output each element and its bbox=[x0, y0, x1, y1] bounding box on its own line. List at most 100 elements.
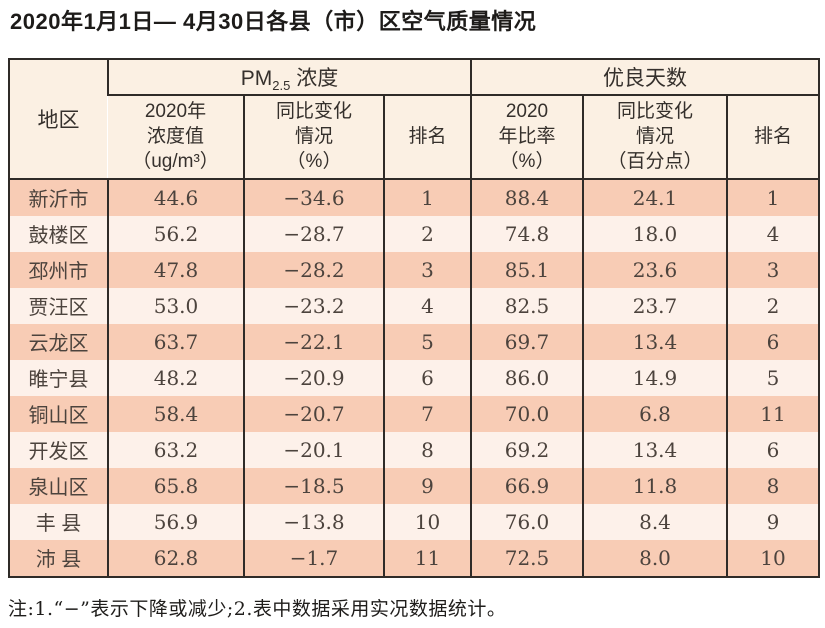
value-cell: 2 bbox=[383, 215, 471, 252]
col-header-gooddays-rank: 排名 bbox=[725, 94, 820, 180]
value-cell: 48.2 bbox=[107, 359, 244, 396]
col-header-pm25-value: 2020年 浓度值 （ug/m³） bbox=[108, 94, 244, 180]
value-cell: 63.7 bbox=[107, 323, 244, 360]
value-cell: 5 bbox=[725, 359, 820, 396]
air-quality-table: 地区 PM2.5 浓度 优良天数 2020年 浓度值 （ug/m³） 同比变化 … bbox=[8, 57, 821, 578]
region-cell: 鼓楼区 bbox=[28, 225, 89, 248]
value-cell: 3 bbox=[725, 251, 820, 288]
value-cell: 47.8 bbox=[107, 251, 244, 288]
table-row: 铜山区 58.4 −20.7 7 70.0 6.8 11 bbox=[9, 395, 820, 432]
table-row: 新沂市 44.6 −34.6 1 88.4 24.1 1 bbox=[9, 178, 820, 216]
value-cell: −28.7 bbox=[243, 215, 384, 252]
value-cell: 53.0 bbox=[107, 287, 244, 324]
value-cell: 5 bbox=[383, 323, 471, 360]
value-cell: 9 bbox=[383, 467, 471, 504]
value-cell: 6 bbox=[725, 431, 820, 468]
col-header-gooddays-ratio: 2020 年比率 （%） bbox=[470, 94, 583, 180]
value-cell: 9 bbox=[725, 503, 820, 540]
value-cell: 4 bbox=[383, 287, 471, 324]
value-cell: 74.8 bbox=[470, 215, 583, 252]
value-cell: 66.9 bbox=[470, 467, 583, 504]
value-cell: 14.9 bbox=[582, 359, 727, 396]
value-cell: 69.2 bbox=[470, 431, 583, 468]
value-cell: 44.6 bbox=[107, 178, 244, 216]
value-cell: −20.1 bbox=[243, 431, 384, 468]
value-cell: 58.4 bbox=[107, 395, 244, 432]
value-cell: 8 bbox=[383, 431, 471, 468]
region-cell: 邳州市 bbox=[28, 261, 89, 284]
region-cell: 沛 县 bbox=[35, 549, 82, 572]
value-cell: −20.7 bbox=[243, 395, 384, 432]
value-cell: 85.1 bbox=[470, 251, 583, 288]
page-title: 2020年1月1日— 4月30日各县（市）区空气质量情况 bbox=[10, 9, 537, 34]
value-cell: 6 bbox=[383, 359, 471, 396]
value-cell: 70.0 bbox=[470, 395, 583, 432]
page: 2020年1月1日— 4月30日各县（市）区空气质量情况 地区 PM2.5 浓度… bbox=[0, 8, 825, 621]
value-cell: −20.9 bbox=[243, 359, 384, 396]
table-body: 新沂市 44.6 −34.6 1 88.4 24.1 1 鼓楼区 56.2 −28.7 2 74.8 1… bbox=[9, 178, 820, 577]
table-row: 沛 县 62.8 −1.7 11 72.5 8.0 10 bbox=[9, 539, 820, 577]
value-cell: 4 bbox=[725, 215, 820, 252]
table-row: 泉山区 65.8 −18.5 9 66.9 11.8 8 bbox=[9, 467, 820, 504]
value-cell: 56.9 bbox=[107, 503, 244, 540]
value-cell: 10 bbox=[725, 539, 820, 577]
value-cell: 7 bbox=[383, 395, 471, 432]
value-cell: 56.2 bbox=[107, 215, 244, 252]
value-cell: 1 bbox=[725, 178, 820, 216]
table-row: 邳州市 47.8 −28.2 3 85.1 23.6 3 bbox=[9, 251, 820, 288]
value-cell: 3 bbox=[383, 251, 471, 288]
value-cell: 88.4 bbox=[470, 178, 583, 216]
value-cell: −1.7 bbox=[243, 539, 384, 577]
table-row: 贾汪区 53.0 −23.2 4 82.5 23.7 2 bbox=[9, 287, 820, 324]
value-cell: 11.8 bbox=[582, 467, 727, 504]
col-header-pm25-yoy-change: 同比变化 情况 （%） bbox=[243, 94, 384, 180]
value-cell: 23.7 bbox=[582, 287, 727, 324]
value-cell: 24.1 bbox=[582, 178, 727, 216]
table-row: 云龙区 63.7 −22.1 5 69.7 13.4 6 bbox=[9, 323, 820, 360]
value-cell: 8.4 bbox=[582, 503, 727, 540]
value-cell: 86.0 bbox=[470, 359, 583, 396]
region-cell: 新沂市 bbox=[28, 189, 89, 212]
col-header-pm25-rank: 排名 bbox=[383, 94, 471, 180]
region-cell: 丰 县 bbox=[35, 513, 82, 536]
region-cell: 睢宁县 bbox=[28, 369, 89, 392]
region-column-header: 地区 bbox=[9, 58, 108, 180]
table-header: 地区 PM2.5 浓度 优良天数 2020年 浓度值 （ug/m³） 同比变化 … bbox=[9, 58, 820, 180]
value-cell: 11 bbox=[725, 395, 820, 432]
value-cell: −13.8 bbox=[243, 503, 384, 540]
pm25-label-main: PM bbox=[240, 66, 273, 90]
table-row: 开发区 63.2 −20.1 8 69.2 13.4 6 bbox=[9, 431, 820, 468]
value-cell: 11 bbox=[383, 539, 471, 577]
region-cell: 贾汪区 bbox=[28, 297, 89, 320]
region-cell: 铜山区 bbox=[28, 405, 89, 428]
pm25-label-rest: 浓度 bbox=[290, 66, 339, 90]
footnote: 注:1.“−”表示下降或减少;2.表中数据采用实况数据统计。 bbox=[8, 597, 507, 620]
value-cell: 72.5 bbox=[470, 539, 583, 577]
table-row: 丰 县 56.9 −13.8 10 76.0 8.4 9 bbox=[9, 503, 820, 540]
value-cell: 62.8 bbox=[107, 539, 244, 577]
value-cell: −18.5 bbox=[243, 467, 384, 504]
value-cell: 2 bbox=[725, 287, 820, 324]
col-header-gooddays-yoy-change: 同比变化 情况 （百分点） bbox=[582, 94, 727, 180]
value-cell: −22.1 bbox=[243, 323, 384, 360]
good-days-label-main: 优良天数 bbox=[603, 66, 688, 90]
region-cell: 云龙区 bbox=[28, 333, 89, 356]
value-cell: 6 bbox=[725, 323, 820, 360]
table-row: 睢宁县 48.2 −20.9 6 86.0 14.9 5 bbox=[9, 359, 820, 396]
value-cell: 18.0 bbox=[582, 215, 727, 252]
value-cell: 23.6 bbox=[582, 251, 727, 288]
header-sub-row: 2020年 浓度值 （ug/m³） 同比变化 情况 （%） 排名 2020 年比… bbox=[9, 94, 820, 180]
pm25-label-subscript: 2.5 bbox=[272, 77, 291, 93]
value-cell: 1 bbox=[383, 178, 471, 216]
value-cell: 13.4 bbox=[582, 431, 727, 468]
value-cell: −34.6 bbox=[243, 178, 384, 216]
value-cell: 6.8 bbox=[582, 395, 727, 432]
value-cell: 10 bbox=[383, 503, 471, 540]
table-row: 鼓楼区 56.2 −28.7 2 74.8 18.0 4 bbox=[9, 215, 820, 252]
region-cell: 泉山区 bbox=[28, 477, 89, 500]
value-cell: 65.8 bbox=[107, 467, 244, 504]
header-group-row: 地区 PM2.5 浓度 优良天数 bbox=[9, 58, 820, 180]
value-cell: 63.2 bbox=[107, 431, 244, 468]
value-cell: 8.0 bbox=[582, 539, 727, 577]
good-days-group-header: 优良天数 bbox=[469, 58, 820, 96]
